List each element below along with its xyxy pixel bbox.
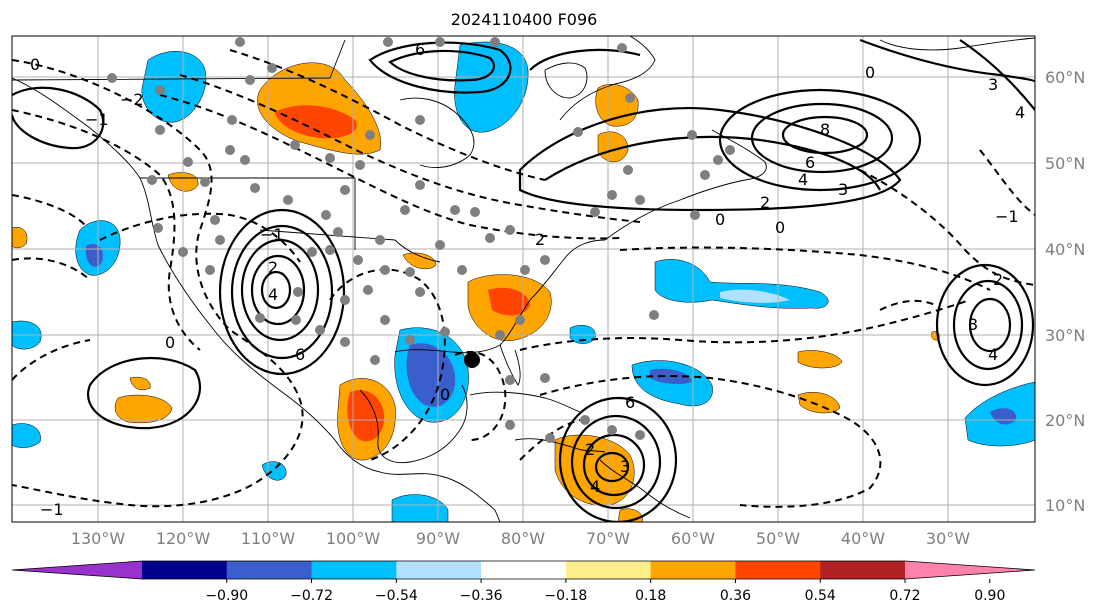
contour-label: 4 [988,345,998,364]
contour-label: 6 [295,345,305,364]
positive-anomaly-area [12,227,28,249]
contour-label: 2 [535,230,545,249]
contour-label: 0 [30,55,40,74]
lat-label: 40°N [1045,240,1085,259]
colorbar-segment [481,561,567,579]
contour-label: 0 [715,210,725,229]
colorbar-segment [820,561,906,579]
colorbar-segment [650,561,736,579]
lon-label: 130°W [71,529,126,548]
lon-label: 60°W [671,529,715,548]
contour-labels: 0 −1 −2 6 8 6 4 3 2 0 0 2 4 6 −1 0 2 3 4… [30,40,1025,519]
contour-label: 2 [760,193,770,212]
positive-contours [12,38,1035,522]
colorbar-under-extension [12,561,142,579]
lon-label: 30°W [926,529,970,548]
colorbar-tick-label: 0.18 [635,588,666,604]
contour-label: 4 [268,285,278,304]
colorbar-tick-label: −0.90 [205,588,248,604]
longitude-labels: 130°W 120°W 110°W 100°W 90°W 80°W 70°W 6… [71,529,970,548]
positive-anomaly-area [129,376,151,391]
lon-label: 80°W [501,529,545,548]
latitude-labels: 60°N 50°N 40°N 30°N 20°N 10°N [1045,68,1085,515]
positive-anomaly-area [347,390,385,442]
graticule [12,36,1035,522]
storm-center-marker [464,352,480,368]
colorbar-tick-label: −0.54 [375,588,418,604]
lon-label: 90°W [416,529,460,548]
coastlines [12,36,1035,522]
contour-label: 4 [590,477,600,496]
colorbar-segment [226,561,313,579]
contour-label: 3 [988,75,998,94]
negative-anomaly-area [720,289,790,303]
contour-label: 3 [838,180,848,199]
station-dots [107,37,735,443]
lon-label: 120°W [156,529,211,548]
colorbar-outline [11,560,1036,580]
lon-label: 110°W [241,529,296,548]
lat-label: 20°N [1045,411,1085,430]
colorbar-tick-label: 0.72 [889,588,920,604]
positive-anomaly-area [488,287,530,316]
figure-title: 2024110400 F096 [451,10,598,29]
contour-label: 0 [440,385,450,404]
lat-label: 30°N [1045,326,1085,345]
negative-anomaly-area [85,243,103,267]
lat-label: 60°N [1045,68,1085,87]
lat-label: 10°N [1045,496,1085,515]
lat-label: 50°N [1045,154,1085,173]
colorbar-segment [735,561,821,579]
contour-label: 6 [805,153,815,172]
contour-label: −1 [260,225,284,244]
contour-label: 6 [625,393,635,412]
contour-label: 0 [165,333,175,352]
positive-anomaly-area [597,131,629,163]
positive-anomaly-area [797,350,843,369]
contour-label: −1 [40,500,64,519]
colorbar-segment [565,561,652,579]
map-frame [11,35,1036,523]
positive-anomaly-area [275,105,357,139]
contour-label: 4 [1015,103,1025,122]
lon-label: 70°W [586,529,630,548]
contour-label: 2 [585,440,595,459]
colorbar-tick-label: 0.90 [974,588,1005,604]
positive-anomaly-area [402,252,437,270]
negative-anomaly-area [654,259,829,309]
lon-label: 40°W [841,529,885,548]
contour-label: 8 [820,120,830,139]
negative-anomaly-area [12,423,41,448]
colorbar-segment [142,561,228,579]
contour-label: 0 [865,63,875,82]
colorbar-segment [311,561,397,579]
contour-label: 3 [620,457,630,476]
colorbar-tick-label: 0.54 [805,588,836,604]
contour-label: −2 [120,90,144,109]
colorbar-segment [396,561,482,579]
contour-label: −1 [85,110,109,129]
colorbar-tick-label: −0.36 [460,588,503,604]
negative-anomaly-area [391,494,449,522]
contour-label: 3 [968,315,978,334]
positive-anomaly-area [797,392,841,414]
colorbar-over-extension [905,561,1035,579]
contour-label: 2 [993,270,1003,289]
negative-anomaly-area [406,343,456,407]
colorbar-tick-label: −0.72 [290,588,333,604]
colorbar-tick-label: 0.36 [720,588,751,604]
map-content: 0 −1 −2 6 8 6 4 3 2 0 0 2 4 6 −1 0 2 3 4… [12,36,1035,522]
positive-anomaly-area [114,394,173,424]
contour-label: 0 [775,218,785,237]
contour-label: −1 [995,207,1019,226]
contour-label: 4 [798,170,808,189]
contour-label: 6 [415,40,425,59]
colorbar-tick-label: −0.18 [544,588,587,604]
lon-label: 100°W [326,529,381,548]
colorbar: −0.90 −0.72 −0.54 −0.36 −0.18 0.18 0.36 0.54 0.7… [11,560,1036,604]
lon-label: 50°W [756,529,800,548]
contour-label: 2 [268,258,278,277]
